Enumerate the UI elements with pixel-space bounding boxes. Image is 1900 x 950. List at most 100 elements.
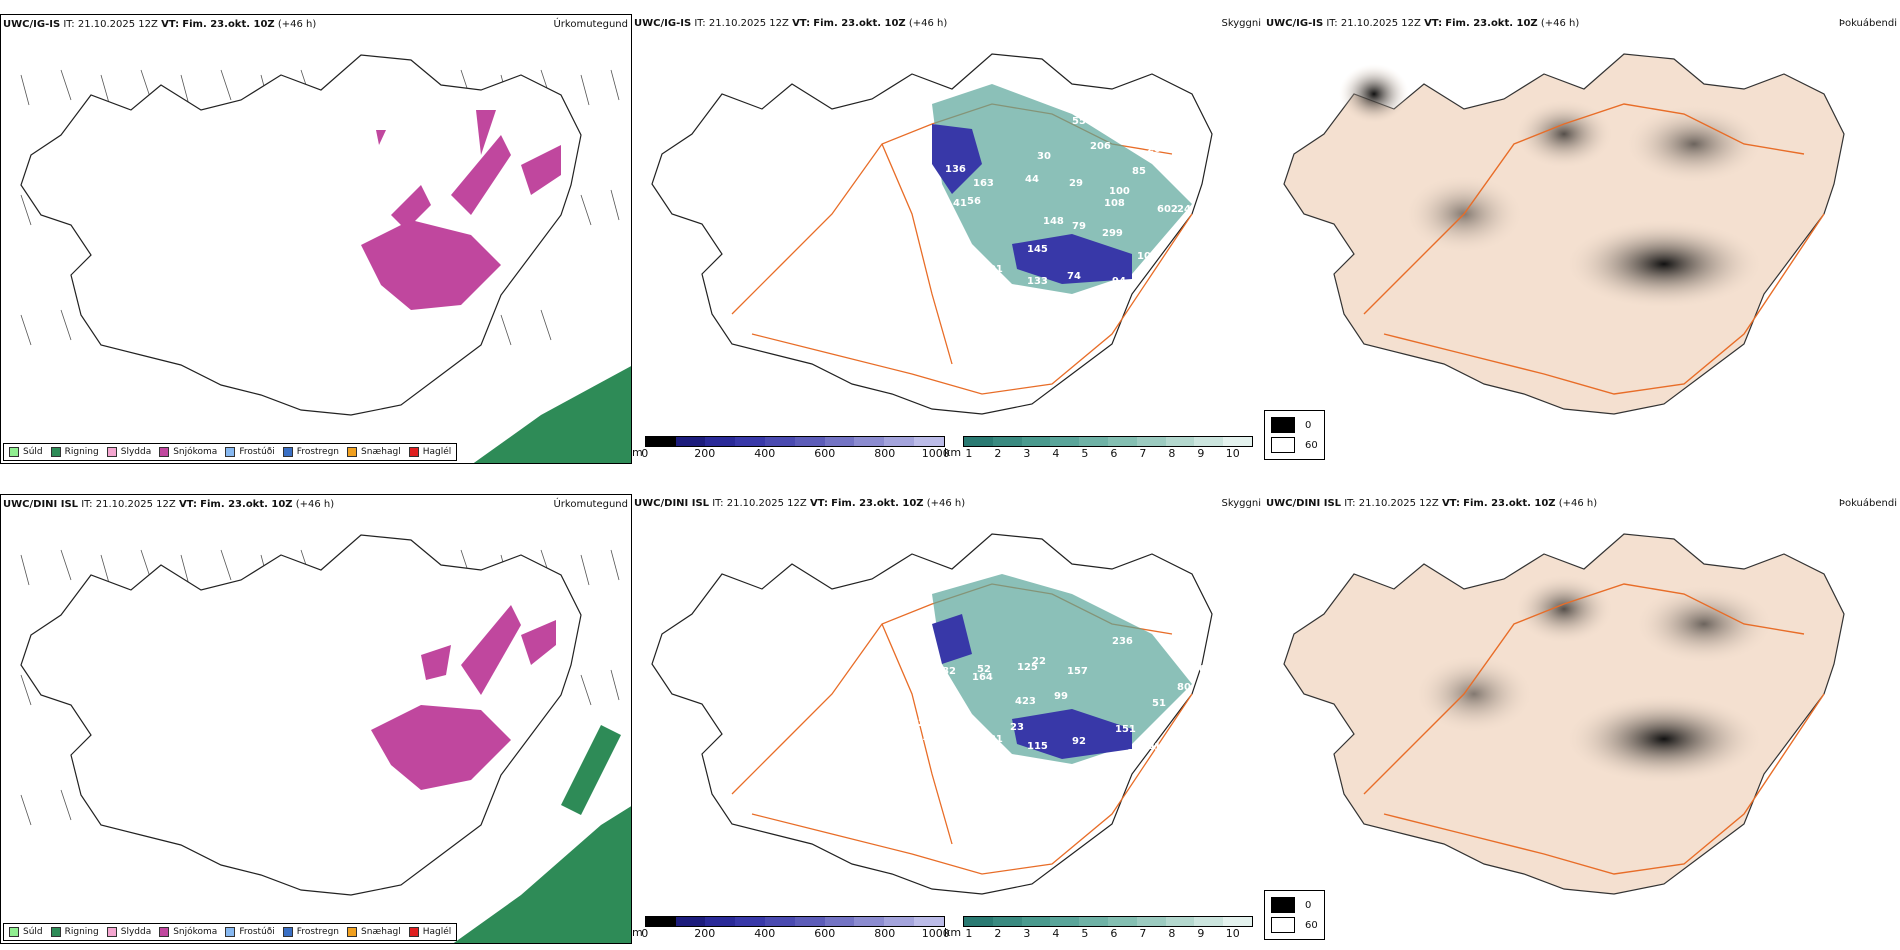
visibility-value-label: 80 xyxy=(1177,682,1191,693)
visibility-value-label: 82 xyxy=(942,666,956,677)
legend-swatch xyxy=(159,447,170,457)
visibility-colorbar-km-bottom: km 1 2 3 4 5 6 7 8 9 10 xyxy=(944,916,1254,940)
colorbar-cells xyxy=(963,436,1254,447)
visibility-value-label: 23 xyxy=(1010,722,1024,733)
visibility-value-label: 20 xyxy=(1147,144,1161,155)
legend-row: 60 xyxy=(1271,915,1318,935)
precip-type-panel-bottom: UWC/DINI ISL IT: 21.10.2025 12Z VT: Fim.… xyxy=(0,494,632,944)
visibility-value-label: 108 xyxy=(1104,198,1125,209)
visibility-value-label: 164 xyxy=(972,672,993,683)
iceland-coastline xyxy=(20,534,582,896)
visibility-value-label: 101 xyxy=(982,264,1003,275)
colorbar-ticks: 1 2 3 4 5 6 7 8 9 10 xyxy=(965,927,1240,940)
fog-legend-top: 0 60 xyxy=(1264,410,1325,460)
rain-area xyxy=(453,725,631,943)
precip-type-panel-top: UWC/IG-IS IT: 21.10.2025 12Z VT: Fim. 23… xyxy=(0,14,632,464)
panel-header: UWC/IG-IS IT: 21.10.2025 12Z VT: Fim. 23… xyxy=(634,18,948,29)
visibility-value-label: 94 xyxy=(1112,276,1126,287)
colorbar-cells xyxy=(644,916,945,927)
visibility-panel-top: UWC/IG-IS IT: 21.10.2025 12Z VT: Fim. 23… xyxy=(632,14,1264,464)
legend-item: Snjókoma xyxy=(159,447,217,457)
visibility-value-label: 126 xyxy=(922,732,943,743)
visibility-value-label: 115 xyxy=(1027,741,1048,752)
visibility-value-label: 132 xyxy=(900,258,921,269)
visibility-value-label: 262 xyxy=(918,718,939,729)
legend-item: Slydda xyxy=(106,927,151,937)
panel-header: UWC/DINI ISL IT: 21.10.2025 12Z VT: Fim.… xyxy=(3,499,335,510)
visibility-value-label: 41 xyxy=(953,198,967,209)
visibility-value-label: 163 xyxy=(973,178,994,189)
visibility-value-label: 131 xyxy=(982,734,1003,745)
visibility-value-label: 17 xyxy=(924,226,938,237)
visibility-value-label: 74 xyxy=(1102,586,1116,597)
visibility-colorbar-km-top: km 1 2 3 4 5 6 7 8 9 10 xyxy=(944,436,1254,460)
roads-rivers xyxy=(1363,103,1825,395)
visibility-value-label: 602 xyxy=(1157,204,1178,215)
iceland-coastline xyxy=(20,54,582,416)
visibility-value-label: 74 xyxy=(1067,271,1081,282)
legend-item: Frostregn xyxy=(282,447,339,457)
legend-swatch xyxy=(159,927,170,937)
legend-item: Frostúði xyxy=(225,447,275,457)
fog-index-panel-bottom: UWC/DINI ISL IT: 21.10.2025 12Z VT: Fim.… xyxy=(1264,494,1900,944)
visibility-value-label: 100 xyxy=(1109,186,1130,197)
precip-type-map-bottom xyxy=(20,534,631,943)
colorbar-unit: km xyxy=(944,446,962,459)
fog-legend-bottom: 0 60 xyxy=(1264,890,1325,940)
precip-type-map-top xyxy=(20,54,631,463)
visibility-value-label: 56 xyxy=(967,196,981,207)
colorbar-unit: m xyxy=(632,926,643,939)
legend-swatch xyxy=(106,447,117,457)
visibility-value-label: 148 xyxy=(1043,216,1064,227)
visibility-value-label: 299 xyxy=(1102,228,1123,239)
legend-swatch xyxy=(408,927,419,937)
visibility-value-label: 171 xyxy=(924,238,945,249)
legend-row: 0 xyxy=(1271,415,1318,435)
legend-swatch xyxy=(50,447,61,457)
visibility-value-label: 24 xyxy=(1177,204,1191,215)
visibility-colorbar-m-top: m 0 200 400 600 800 1000 xyxy=(632,436,950,460)
legend-swatch xyxy=(347,927,358,937)
legend-item: Haglél xyxy=(408,447,451,457)
legend-item: Frostregn xyxy=(282,927,339,937)
legend-item: Rigning xyxy=(50,927,99,937)
legend-swatch xyxy=(282,927,293,937)
legend-row: 60 xyxy=(1271,435,1318,455)
visibility-value-label: 236 xyxy=(1112,636,1133,647)
visibility-value-label: 60 xyxy=(1192,664,1206,675)
visibility-value-label: 206 xyxy=(1090,141,1111,152)
product-title: Úrkomutegund xyxy=(553,499,628,510)
snow-areas xyxy=(371,605,556,790)
visibility-value-label: 58 xyxy=(1180,658,1194,669)
visibility-value-label: 63 xyxy=(928,252,942,263)
colorbar-ticks: 0 200 400 600 800 1000 xyxy=(641,927,950,940)
legend-swatch xyxy=(1271,897,1295,913)
visibility-value-label: 423 xyxy=(1015,696,1036,707)
legend-swatch xyxy=(225,927,236,937)
roads-rivers xyxy=(1363,583,1825,875)
legend-swatch xyxy=(1271,917,1295,933)
legend-item: Frostúði xyxy=(225,927,275,937)
visibility-value-label: 494 xyxy=(1034,768,1055,779)
visibility-value-label: 99 xyxy=(1054,691,1068,702)
visibility-value-label: 92 xyxy=(1072,736,1086,747)
visibility-value-label: 30 xyxy=(1037,151,1051,162)
legend-item: Rigning xyxy=(50,447,99,457)
visibility-value-label: 15 xyxy=(1127,748,1141,759)
colorbar-ticks: 1 2 3 4 5 6 7 8 9 10 xyxy=(965,447,1240,460)
product-title: Úrkomutegund xyxy=(553,19,628,30)
visibility-value-label: 85 xyxy=(1132,166,1146,177)
visibility-map-bottom xyxy=(651,533,1213,895)
visibility-value-label: 136 xyxy=(945,164,966,175)
legend-swatch xyxy=(9,927,19,937)
precip-legend: Súld Rigning Slydda Snjókoma Frostúði Fr… xyxy=(3,443,458,461)
visibility-value-label: 64 xyxy=(936,206,950,217)
visibility-value-label: 91 xyxy=(1142,741,1156,752)
snow-areas xyxy=(361,110,561,310)
legend-swatch xyxy=(1271,437,1295,453)
visibility-value-label: 157 xyxy=(1067,666,1088,677)
legend-swatch xyxy=(408,447,419,457)
fog-index-map-bottom xyxy=(1283,533,1845,895)
